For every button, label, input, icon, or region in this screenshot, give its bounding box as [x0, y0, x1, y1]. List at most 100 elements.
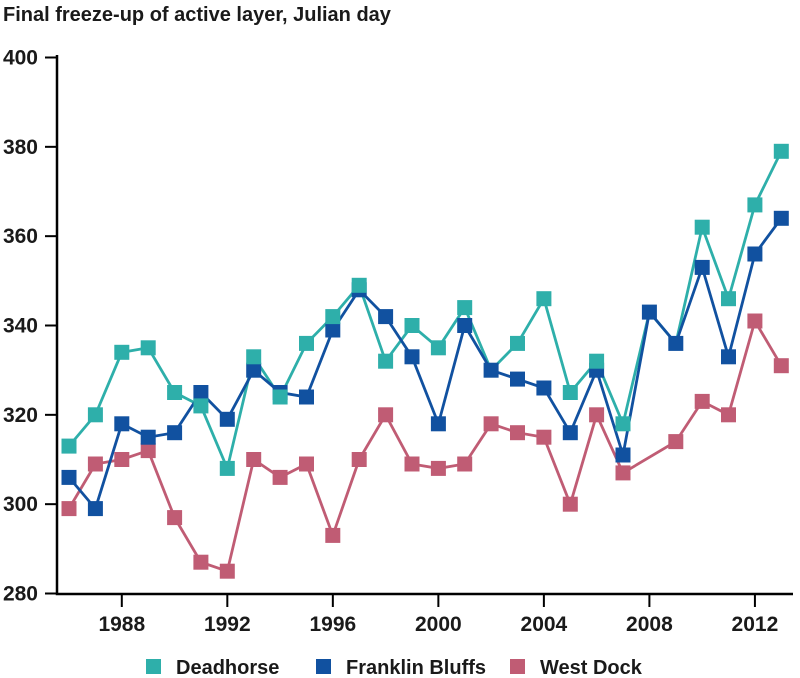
marker-west-dock: [773, 358, 789, 374]
marker-deadhorse: [193, 398, 209, 414]
marker-franklin-bluffs: [61, 469, 77, 485]
y-tick-label: 380: [3, 136, 38, 159]
plot-series: [61, 143, 789, 579]
marker-deadhorse: [747, 197, 763, 213]
marker-franklin-bluffs: [773, 210, 789, 226]
x-tick-label: 2004: [521, 613, 568, 636]
marker-west-dock: [193, 554, 209, 570]
marker-franklin-bluffs: [404, 349, 420, 365]
marker-franklin-bluffs: [615, 447, 631, 463]
marker-franklin-bluffs: [536, 380, 552, 396]
marker-west-dock: [721, 407, 736, 423]
marker-west-dock: [747, 313, 763, 329]
marker-west-dock: [325, 527, 341, 543]
marker-deadhorse: [246, 349, 262, 365]
marker-west-dock: [219, 563, 235, 579]
marker-west-dock: [404, 456, 420, 472]
marker-west-dock: [536, 429, 552, 445]
marker-west-dock: [351, 452, 367, 467]
y-tick-label: 280: [3, 583, 38, 606]
marker-west-dock: [510, 425, 525, 441]
marker-west-dock: [87, 456, 103, 472]
marker-franklin-bluffs: [325, 322, 341, 338]
deadhorse-swatch-icon: [146, 659, 161, 674]
marker-franklin-bluffs: [721, 349, 736, 365]
marker-deadhorse: [694, 219, 710, 235]
marker-west-dock: [615, 465, 631, 481]
x-tick-label: 2012: [732, 613, 779, 636]
legend-item-west-dock: West Dock: [510, 657, 643, 678]
y-tick-label: 360: [3, 225, 38, 248]
marker-franklin-bluffs: [483, 362, 499, 378]
marker-west-dock: [457, 456, 473, 472]
marker-franklin-bluffs: [430, 416, 446, 432]
marker-deadhorse: [61, 438, 77, 454]
marker-west-dock: [694, 393, 710, 409]
legend-item-franklin-bluffs: Franklin Bluffs: [316, 657, 486, 678]
marker-deadhorse: [536, 291, 552, 307]
series-line-deadhorse: [67, 150, 783, 473]
marker-deadhorse: [272, 389, 288, 405]
marker-deadhorse: [114, 344, 130, 360]
marker-west-dock: [378, 407, 394, 423]
marker-west-dock: [589, 407, 605, 423]
marker-west-dock: [299, 456, 314, 472]
x-tick-label: 1988: [98, 613, 145, 636]
legend: Deadhorse Franklin Bluffs West Dock: [146, 657, 643, 678]
marker-west-dock: [272, 469, 288, 485]
x-tick-label: 2008: [626, 613, 673, 636]
marker-franklin-bluffs: [167, 425, 183, 441]
marker-west-dock: [483, 416, 499, 432]
west-dock-swatch-icon: [510, 659, 525, 674]
marker-deadhorse: [299, 335, 314, 351]
marker-deadhorse: [615, 416, 631, 432]
marker-franklin-bluffs: [219, 411, 235, 427]
marker-west-dock: [562, 496, 578, 512]
marker-deadhorse: [773, 143, 789, 159]
marker-franklin-bluffs: [193, 385, 209, 400]
marker-west-dock: [114, 452, 130, 467]
legend-label-west-dock: West Dock: [540, 657, 643, 678]
y-tick-label: 320: [3, 404, 38, 427]
marker-west-dock: [246, 452, 262, 467]
marker-deadhorse: [404, 318, 420, 333]
marker-west-dock: [668, 434, 684, 450]
marker-deadhorse: [351, 277, 367, 293]
marker-deadhorse: [589, 353, 605, 369]
y-tick-label: 400: [3, 47, 38, 70]
marker-deadhorse: [510, 335, 525, 351]
chart-title: Final freeze-up of active layer, Julian …: [3, 4, 392, 26]
legend-label-franklin-bluffs: Franklin Bluffs: [346, 657, 486, 678]
marker-franklin-bluffs: [694, 259, 710, 275]
marker-franklin-bluffs: [747, 246, 763, 262]
marker-deadhorse: [721, 291, 736, 307]
marker-franklin-bluffs: [299, 389, 314, 405]
marker-deadhorse: [457, 300, 473, 316]
marker-west-dock: [140, 443, 156, 459]
x-tick-label: 2000: [415, 613, 462, 636]
marker-franklin-bluffs: [668, 335, 684, 351]
marker-deadhorse: [167, 385, 183, 400]
marker-franklin-bluffs: [457, 318, 473, 333]
marker-deadhorse: [325, 309, 341, 325]
marker-franklin-bluffs: [87, 501, 103, 517]
marker-franklin-bluffs: [510, 371, 525, 387]
marker-deadhorse: [562, 385, 578, 400]
marker-deadhorse: [219, 460, 235, 476]
y-tick-label: 300: [3, 493, 38, 516]
franklin-bluffs-swatch-icon: [316, 659, 331, 674]
marker-franklin-bluffs: [114, 416, 130, 432]
marker-franklin-bluffs: [562, 425, 578, 441]
x-tick-label: 1992: [204, 613, 251, 636]
legend-item-deadhorse: Deadhorse: [146, 657, 279, 678]
marker-deadhorse: [378, 353, 394, 369]
marker-deadhorse: [87, 407, 103, 423]
marker-franklin-bluffs: [246, 362, 262, 378]
series-line-franklin-bluffs: [67, 217, 783, 512]
marker-deadhorse: [430, 340, 446, 356]
y-tick-label: 340: [3, 315, 38, 338]
x-tick-label: 1996: [309, 613, 356, 636]
marker-franklin-bluffs: [641, 304, 657, 320]
marker-franklin-bluffs: [140, 429, 156, 445]
